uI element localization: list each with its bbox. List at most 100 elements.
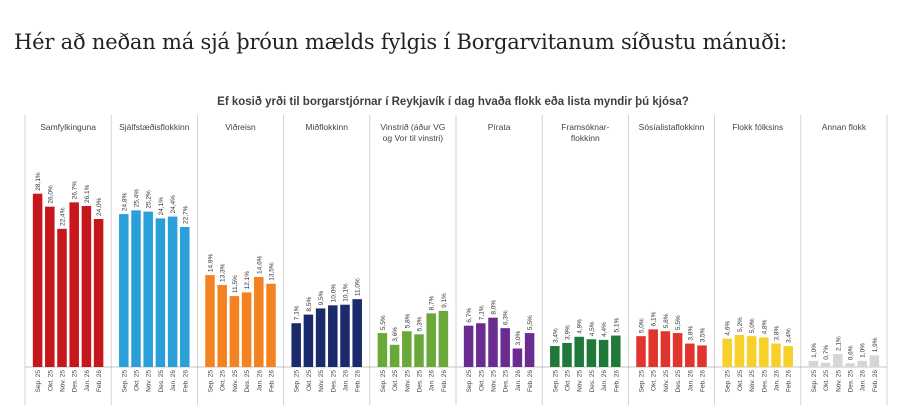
bar bbox=[229, 296, 240, 367]
month-tick-label: Okt. 25 bbox=[565, 370, 572, 391]
month-tick-label: Des. 25 bbox=[503, 370, 510, 393]
month-tick-label: Nóv. 25 bbox=[60, 370, 67, 392]
value-label: 3,5% bbox=[700, 327, 707, 342]
value-label: 0,7% bbox=[823, 345, 830, 360]
value-label: 7,1% bbox=[294, 305, 301, 320]
value-label: 5,8% bbox=[663, 313, 670, 328]
value-label: 11,5% bbox=[232, 275, 239, 293]
bar bbox=[869, 355, 880, 367]
value-label: 9,1% bbox=[441, 293, 448, 308]
month-tick-label: Sep. 25 bbox=[294, 370, 301, 393]
bar bbox=[722, 338, 732, 367]
month-tick-label: Nóv. 25 bbox=[663, 370, 670, 392]
bar bbox=[180, 227, 190, 367]
value-label: 3,4% bbox=[552, 328, 559, 343]
month-tick-label: Okt. 25 bbox=[478, 370, 485, 391]
month-tick-label: Sep. 25 bbox=[208, 370, 215, 393]
value-label: 24,1% bbox=[158, 197, 165, 216]
bar bbox=[685, 343, 695, 367]
value-label: 8,5% bbox=[306, 297, 313, 312]
month-tick-label: Okt. 25 bbox=[392, 370, 399, 391]
value-label: 7,1% bbox=[478, 305, 485, 320]
value-label: 6,3% bbox=[503, 310, 510, 325]
value-label: 11,0% bbox=[355, 278, 362, 296]
value-label: 22,7% bbox=[182, 205, 189, 224]
bar bbox=[303, 314, 314, 367]
bar bbox=[586, 339, 597, 367]
value-label: 14,6% bbox=[256, 255, 263, 274]
value-label: 5,0% bbox=[749, 318, 756, 333]
month-tick-label: Des. 25 bbox=[589, 370, 596, 393]
value-label: 5,5% bbox=[527, 315, 534, 330]
value-label: 26,7% bbox=[72, 181, 79, 200]
value-label: 13,3% bbox=[220, 263, 227, 282]
value-label: 12,1% bbox=[244, 271, 251, 290]
bar bbox=[488, 317, 498, 367]
bar bbox=[352, 299, 362, 367]
value-label: 3,8% bbox=[774, 326, 781, 341]
value-label: 3,9% bbox=[565, 325, 572, 340]
month-tick-label: Jan. 26 bbox=[343, 370, 350, 392]
month-tick-label: Des. 25 bbox=[330, 370, 337, 393]
month-tick-label: Feb. 26 bbox=[527, 370, 534, 392]
month-tick-label: Des. 25 bbox=[158, 370, 165, 393]
value-label: 2,1% bbox=[835, 336, 842, 351]
value-label: 4,5% bbox=[589, 321, 596, 336]
bar bbox=[820, 362, 831, 367]
value-label: 8,7% bbox=[429, 295, 436, 310]
month-tick-label: Nóv. 25 bbox=[491, 370, 498, 392]
bar bbox=[389, 344, 400, 367]
value-label: 10,0% bbox=[330, 284, 337, 303]
month-tick-label: Jan. 26 bbox=[774, 370, 781, 392]
bar bbox=[771, 343, 781, 367]
value-label: 14,9% bbox=[208, 253, 215, 272]
month-tick-label: Okt. 25 bbox=[737, 370, 744, 391]
month-tick-label: Okt. 25 bbox=[47, 370, 54, 391]
party-label: Samfylkinguna bbox=[40, 122, 96, 132]
bar bbox=[205, 275, 215, 367]
month-tick-label: Nóv. 25 bbox=[404, 370, 411, 392]
bar bbox=[611, 335, 621, 367]
value-label: 24,0% bbox=[96, 197, 103, 216]
bar bbox=[167, 216, 178, 367]
month-tick-label: Nóv. 25 bbox=[318, 370, 325, 392]
bar bbox=[512, 348, 523, 367]
bar bbox=[562, 342, 572, 367]
bar bbox=[648, 329, 658, 367]
party-label: Sósíalistaflokkinn bbox=[639, 122, 705, 132]
bar bbox=[315, 308, 326, 367]
month-tick-label: Des. 25 bbox=[848, 370, 855, 393]
bar bbox=[340, 304, 350, 367]
month-tick-label: Jan. 26 bbox=[687, 370, 694, 392]
bar bbox=[636, 336, 646, 367]
bar bbox=[93, 219, 104, 367]
value-label: 4,6% bbox=[725, 321, 732, 336]
month-tick-label: Feb. 26 bbox=[269, 370, 276, 392]
month-tick-label: Okt. 25 bbox=[651, 370, 658, 391]
value-label: 8,0% bbox=[491, 300, 498, 315]
party-label: Framsóknar-flokkinn bbox=[561, 122, 609, 143]
party-label: Sjálfstæðisflokkinn bbox=[119, 122, 190, 132]
value-label: 6,7% bbox=[466, 308, 473, 323]
value-label: 5,2% bbox=[737, 317, 744, 332]
month-tick-label: Nóv. 25 bbox=[232, 370, 239, 392]
bar bbox=[783, 346, 793, 367]
value-label: 24,8% bbox=[121, 192, 128, 211]
month-tick-label: Nóv. 25 bbox=[749, 370, 756, 392]
value-label: 3,6% bbox=[392, 327, 399, 342]
month-tick-label: Jan. 26 bbox=[601, 370, 608, 392]
bar bbox=[697, 345, 707, 367]
month-tick-label: Sep. 25 bbox=[466, 370, 473, 393]
month-tick-label: Feb. 26 bbox=[786, 370, 793, 392]
bar bbox=[438, 310, 449, 367]
value-label: 3,8% bbox=[687, 326, 694, 341]
month-tick-label: Feb. 26 bbox=[700, 370, 707, 392]
bar bbox=[857, 360, 867, 367]
month-tick-label: Okt. 25 bbox=[306, 370, 313, 391]
value-label: 4,9% bbox=[577, 319, 584, 334]
party-label: Viðreisn bbox=[225, 122, 256, 132]
value-label: 1,9% bbox=[872, 337, 879, 352]
value-label: 1,0% bbox=[860, 343, 867, 358]
value-label: 5,5% bbox=[675, 315, 682, 330]
